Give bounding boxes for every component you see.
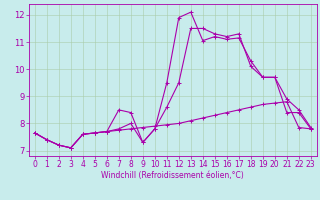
X-axis label: Windchill (Refroidissement éolien,°C): Windchill (Refroidissement éolien,°C) xyxy=(101,171,244,180)
